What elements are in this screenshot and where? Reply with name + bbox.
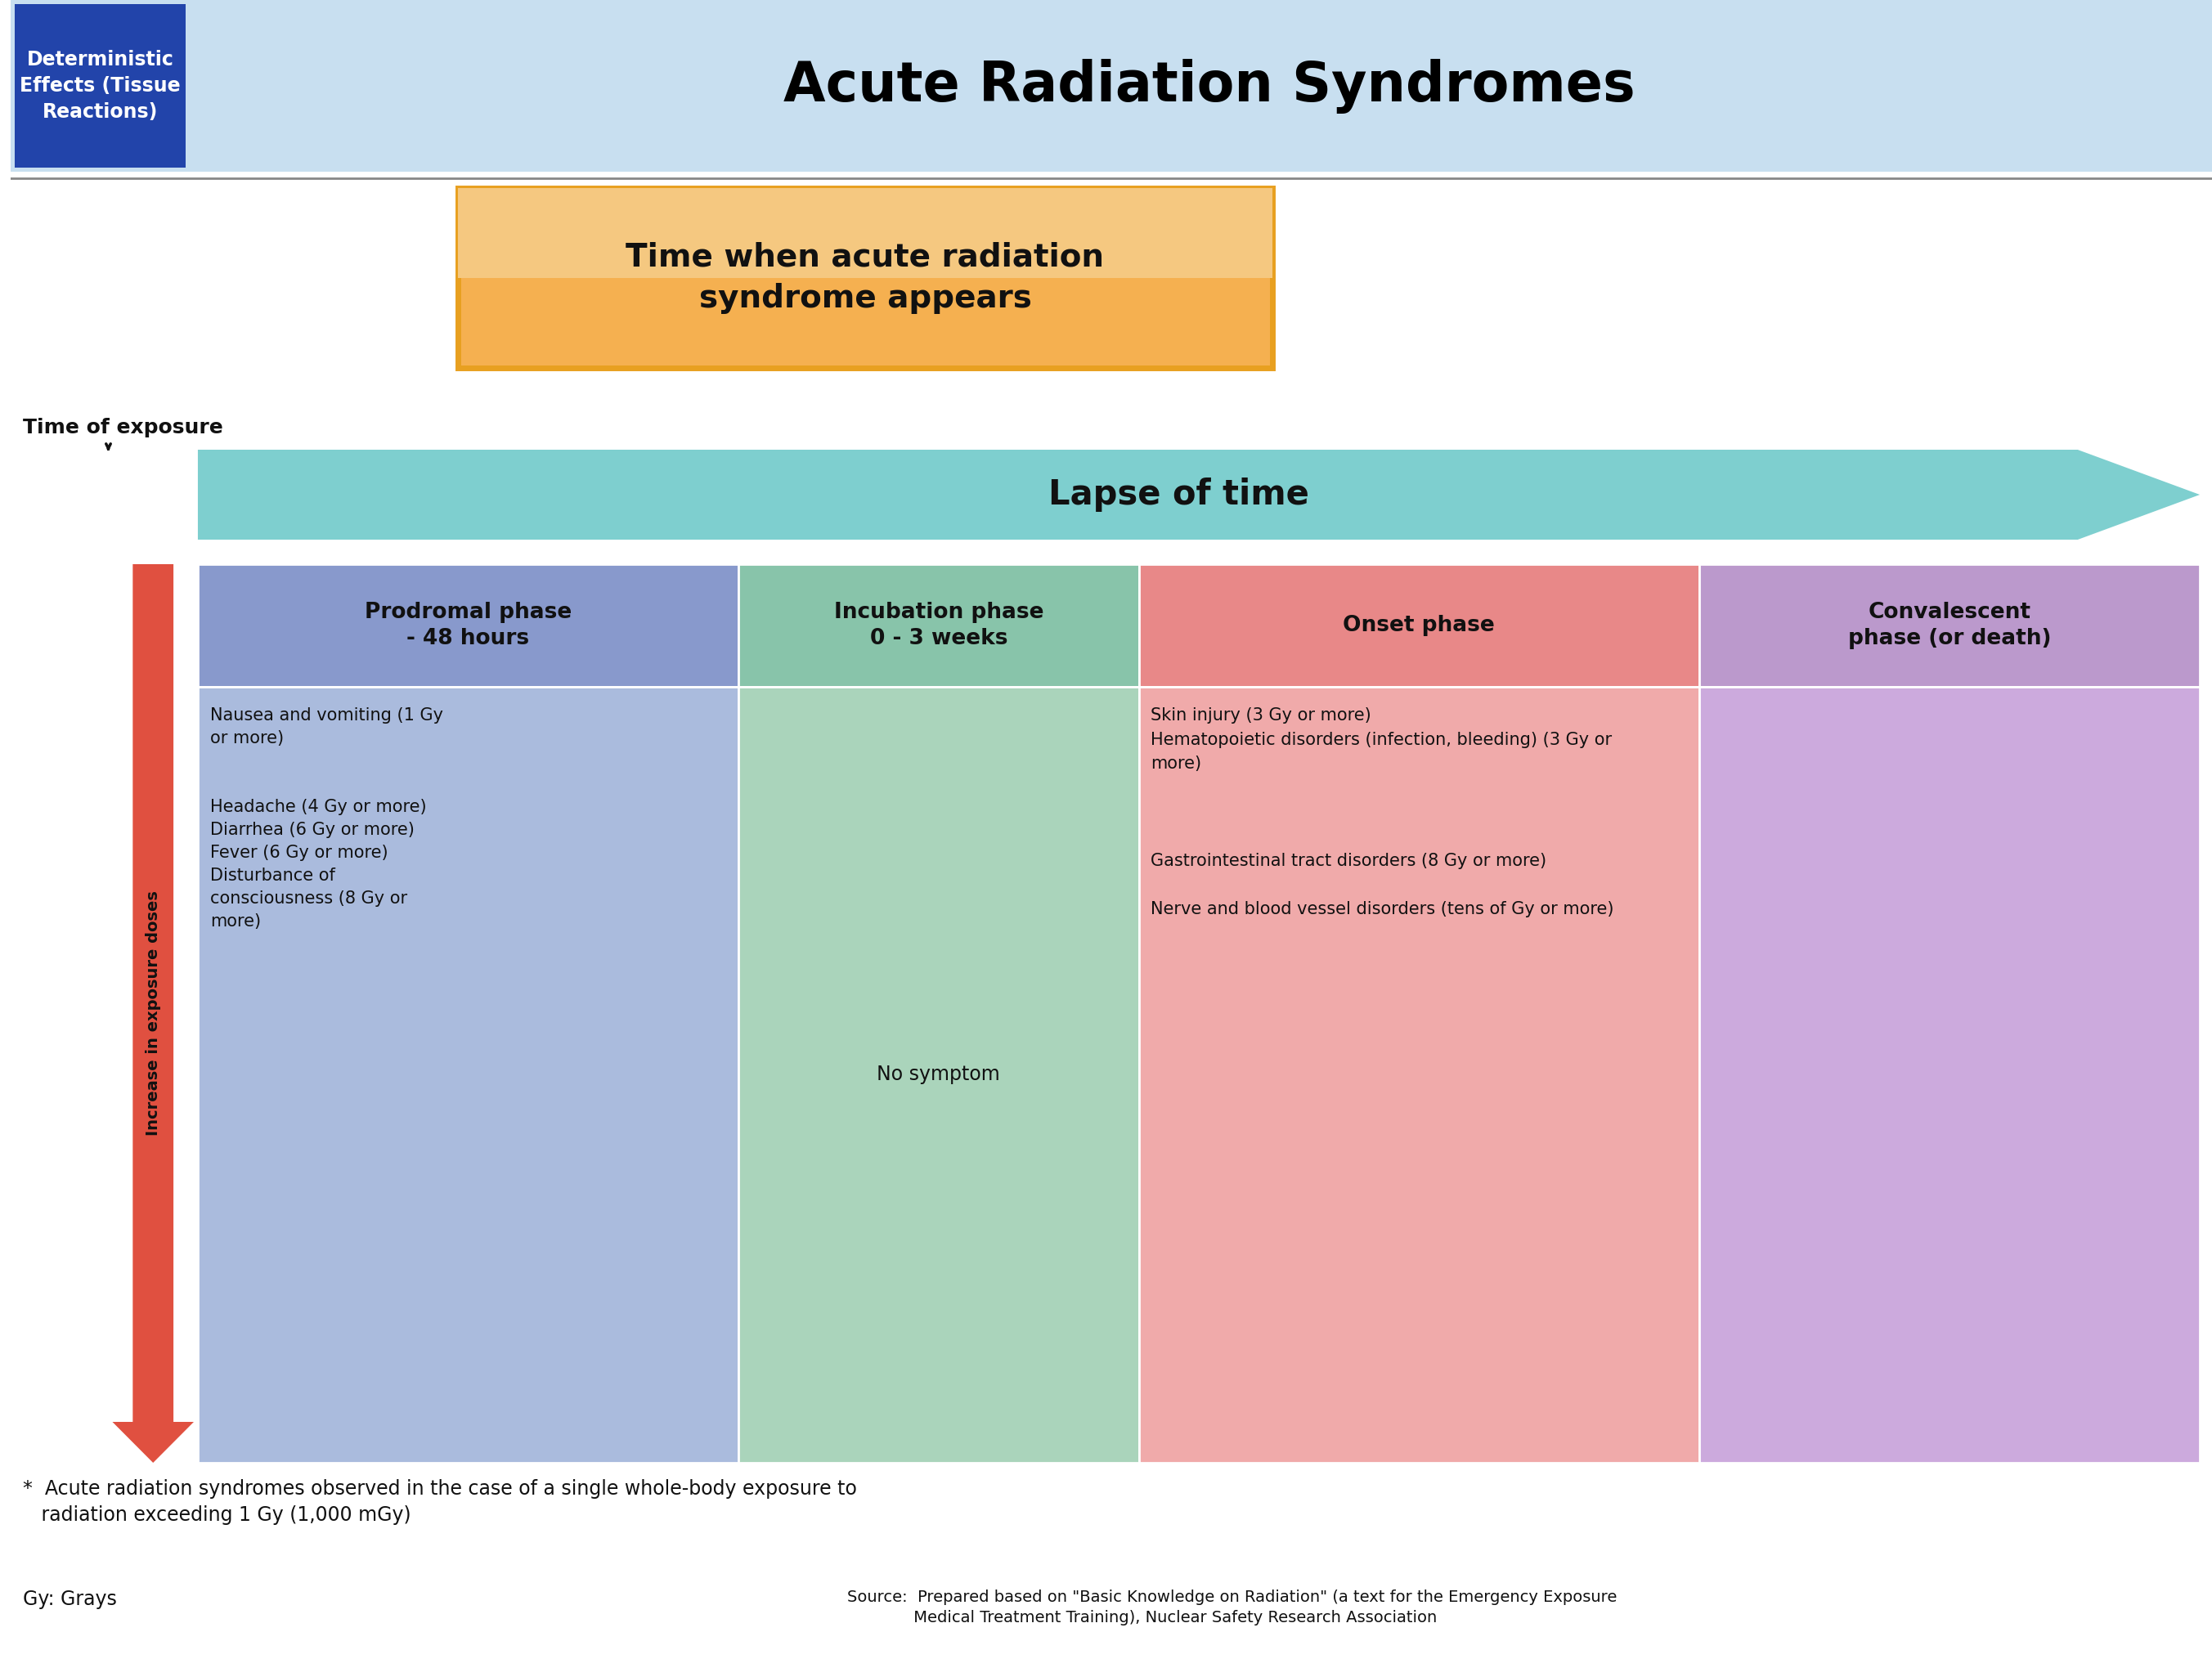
FancyBboxPatch shape — [1699, 687, 2199, 1463]
FancyBboxPatch shape — [1139, 687, 1699, 1463]
Text: Time of exposure: Time of exposure — [22, 418, 223, 438]
FancyBboxPatch shape — [1139, 564, 1699, 687]
FancyBboxPatch shape — [739, 564, 1139, 687]
Text: Acute Radiation Syndromes: Acute Radiation Syndromes — [783, 58, 1635, 113]
FancyBboxPatch shape — [739, 687, 1139, 1463]
Text: *  Acute radiation syndromes observed in the case of a single whole-body exposur: * Acute radiation syndromes observed in … — [22, 1480, 856, 1525]
Text: Convalescent
phase (or death): Convalescent phase (or death) — [1847, 602, 2051, 649]
Text: Onset phase: Onset phase — [1343, 615, 1495, 635]
FancyBboxPatch shape — [1699, 564, 2199, 687]
Text: Deterministic
Effects (Tissue
Reactions): Deterministic Effects (Tissue Reactions) — [20, 50, 181, 121]
Text: Nausea and vomiting (1 Gy
or more)


Headache (4 Gy or more)
Diarrhea (6 Gy or m: Nausea and vomiting (1 Gy or more) Heada… — [210, 707, 442, 929]
Text: Time when acute radiation
syndrome appears: Time when acute radiation syndrome appea… — [626, 242, 1104, 314]
Text: Gy: Grays: Gy: Grays — [22, 1589, 117, 1609]
FancyBboxPatch shape — [458, 187, 1272, 279]
FancyBboxPatch shape — [15, 3, 186, 168]
Polygon shape — [113, 564, 195, 1463]
FancyBboxPatch shape — [11, 0, 2212, 171]
FancyBboxPatch shape — [197, 564, 739, 687]
Text: Increase in exposure doses: Increase in exposure doses — [146, 891, 161, 1136]
Polygon shape — [197, 450, 2199, 539]
Text: Source:  Prepared based on "Basic Knowledge on Radiation" (a text for the Emerge: Source: Prepared based on "Basic Knowled… — [847, 1589, 1617, 1626]
FancyBboxPatch shape — [458, 187, 1272, 368]
Text: Prodromal phase
- 48 hours: Prodromal phase - 48 hours — [365, 602, 571, 649]
FancyBboxPatch shape — [197, 687, 739, 1463]
Text: Incubation phase
0 - 3 weeks: Incubation phase 0 - 3 weeks — [834, 602, 1044, 649]
Text: Skin injury (3 Gy or more)
Hematopoietic disorders (infection, bleeding) (3 Gy o: Skin injury (3 Gy or more) Hematopoietic… — [1150, 707, 1615, 917]
Text: Lapse of time: Lapse of time — [1048, 478, 1310, 513]
Text: No symptom: No symptom — [876, 1065, 1000, 1085]
